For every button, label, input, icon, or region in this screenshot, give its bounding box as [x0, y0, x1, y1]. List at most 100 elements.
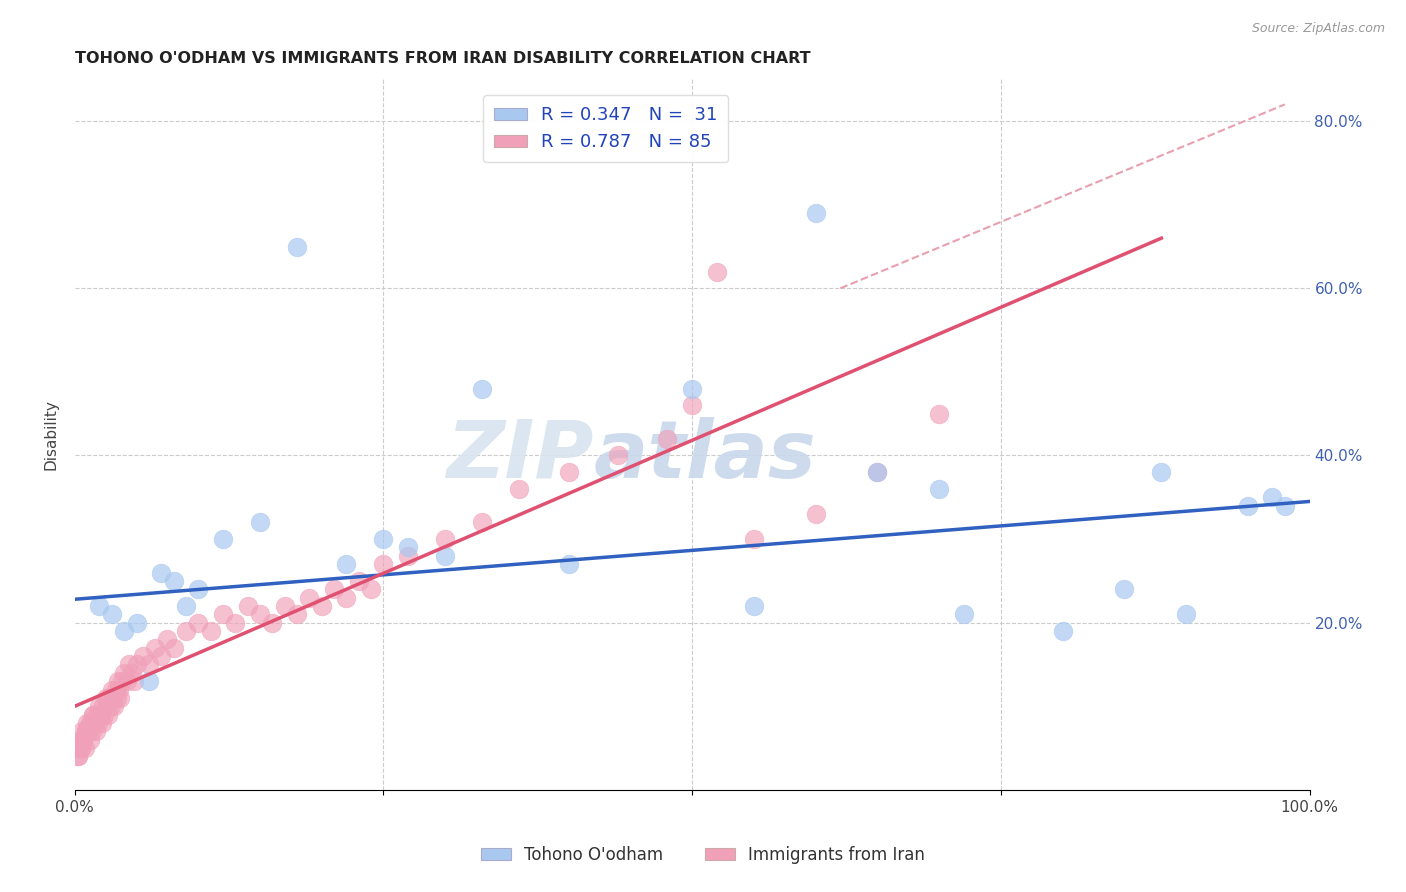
Point [156, 632, 179, 647]
Point [108, 682, 131, 697]
Point [285, 239, 308, 253]
Point [742, 599, 765, 613]
Point [70, 724, 93, 739]
Point [1052, 624, 1074, 638]
Point [373, 557, 395, 571]
Point [118, 657, 141, 672]
Point [76, 716, 98, 731]
Point [90, 707, 112, 722]
Point [434, 532, 457, 546]
Point [72, 732, 94, 747]
Point [285, 607, 308, 622]
Text: atlas: atlas [593, 417, 815, 495]
Point [1236, 499, 1258, 513]
Point [125, 657, 148, 672]
Point [804, 206, 827, 220]
Point [101, 682, 124, 697]
Point [262, 615, 284, 630]
Point [97, 707, 120, 722]
Point [396, 541, 419, 555]
Point [96, 699, 118, 714]
Point [91, 699, 114, 714]
Point [143, 640, 166, 655]
Point [557, 557, 579, 571]
Point [681, 398, 703, 412]
Point [200, 624, 222, 638]
Point [187, 582, 209, 597]
Point [150, 649, 173, 664]
Point [508, 482, 530, 496]
Point [236, 599, 259, 613]
Point [91, 716, 114, 731]
Point [1114, 582, 1136, 597]
Point [1150, 465, 1173, 479]
Point [298, 591, 321, 605]
Point [103, 699, 125, 714]
Point [706, 264, 728, 278]
Point [866, 465, 889, 479]
Point [101, 607, 124, 622]
Point [82, 707, 104, 722]
Point [79, 716, 101, 731]
Point [138, 657, 160, 672]
Point [1274, 499, 1296, 513]
Point [742, 532, 765, 546]
Point [86, 707, 108, 722]
Point [396, 549, 419, 563]
Point [87, 716, 110, 731]
Point [249, 516, 271, 530]
Point [162, 574, 184, 588]
Point [1175, 607, 1198, 622]
Point [67, 749, 90, 764]
Point [110, 690, 132, 705]
Point [93, 707, 115, 722]
Legend: Tohono O'odham, Immigrants from Iran: Tohono O'odham, Immigrants from Iran [474, 839, 932, 871]
Point [273, 599, 295, 613]
Point [101, 690, 124, 705]
Point [311, 599, 333, 613]
Point [69, 732, 91, 747]
Legend: R = 0.347   N =  31, R = 0.787   N = 85: R = 0.347 N = 31, R = 0.787 N = 85 [484, 95, 728, 162]
Point [471, 382, 494, 396]
Point [131, 649, 153, 664]
Point [100, 699, 122, 714]
Point [1261, 490, 1284, 504]
Point [66, 741, 89, 756]
Point [138, 674, 160, 689]
Point [70, 741, 93, 756]
Point [187, 615, 209, 630]
Point [122, 674, 145, 689]
Point [75, 724, 97, 739]
Point [866, 465, 889, 479]
Point [360, 582, 382, 597]
Point [111, 674, 134, 689]
Point [89, 699, 111, 714]
Text: TOHONO O'ODHAM VS IMMIGRANTS FROM IRAN DISABILITY CORRELATION CHART: TOHONO O'ODHAM VS IMMIGRANTS FROM IRAN D… [75, 51, 810, 66]
Point [373, 532, 395, 546]
Point [105, 690, 128, 705]
Point [347, 574, 370, 588]
Point [335, 557, 357, 571]
Point [162, 640, 184, 655]
Point [82, 707, 104, 722]
Point [125, 615, 148, 630]
Y-axis label: Disability: Disability [44, 399, 58, 470]
Point [804, 507, 827, 521]
Point [212, 607, 235, 622]
Point [112, 665, 135, 680]
Point [104, 682, 127, 697]
Point [323, 582, 346, 597]
Point [112, 624, 135, 638]
Point [98, 690, 121, 705]
Point [681, 382, 703, 396]
Point [174, 599, 197, 613]
Text: ZIP: ZIP [446, 417, 593, 495]
Point [335, 591, 357, 605]
Point [73, 741, 96, 756]
Point [80, 724, 103, 739]
Point [249, 607, 271, 622]
Point [115, 674, 138, 689]
Point [94, 690, 117, 705]
Point [657, 432, 679, 446]
Point [607, 449, 630, 463]
